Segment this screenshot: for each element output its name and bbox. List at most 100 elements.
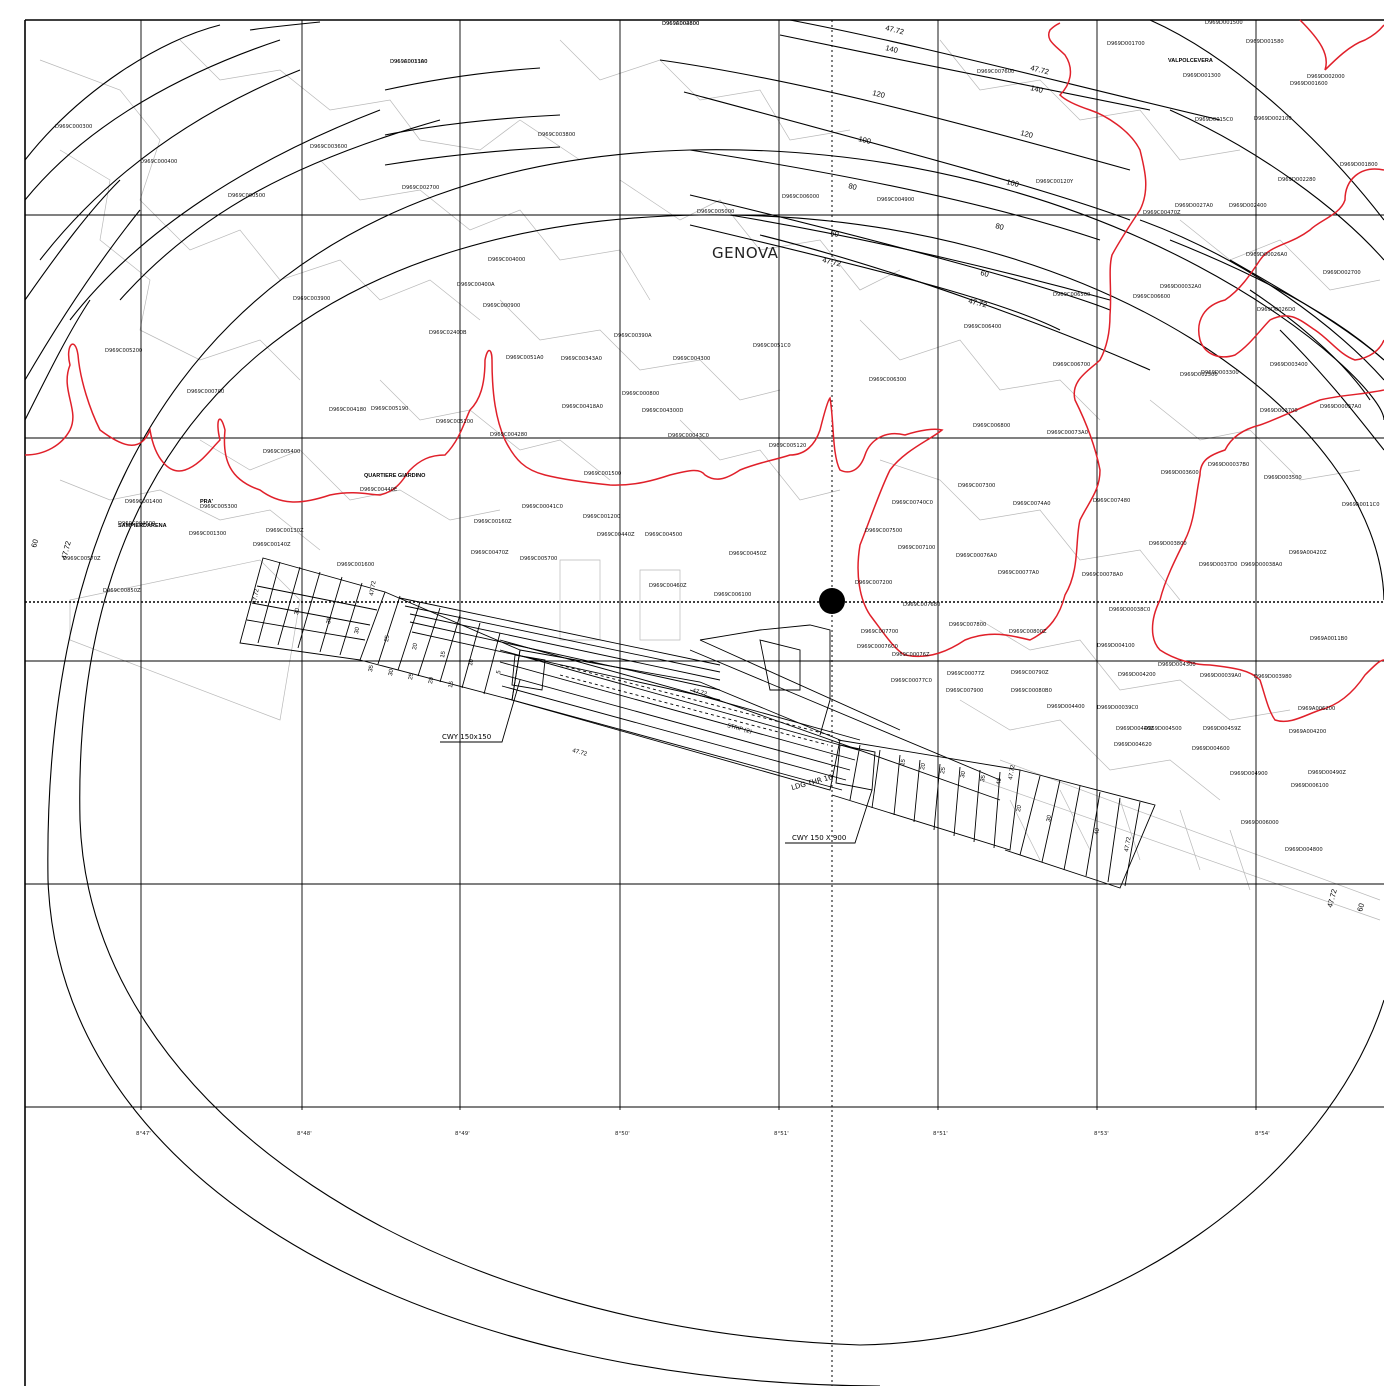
parcel-code-label: D969C007700 <box>861 629 898 635</box>
height-label: 35 <box>368 664 375 672</box>
clearway-callout-east: CWY 150 X 900 <box>792 834 846 842</box>
height-label: 15 <box>448 680 455 688</box>
height-label: 47.72 <box>369 580 378 596</box>
parcel-code-label: D969D004800 <box>1285 847 1323 853</box>
city-label: GENOVA <box>712 244 779 262</box>
parcel-code-label: D969D00026A0 <box>1246 252 1287 258</box>
parcel-code-label: D969D004400 <box>1047 704 1085 710</box>
parcel-code-label: D969C00418A0 <box>562 404 603 410</box>
height-label: 30 <box>294 607 301 615</box>
parcel-code-label: D969D003300 <box>1201 370 1239 376</box>
parcel-code-label: D969C006700 <box>1053 362 1090 368</box>
parcel-code-label: D969C00077C0 <box>891 678 932 684</box>
longitude-label: 8°48' <box>297 1131 312 1137</box>
height-label: 47.72 <box>822 255 842 268</box>
parcel-code-label: D969C00470Z <box>1143 210 1181 216</box>
parcel-code-label: D969C005400 <box>263 449 300 455</box>
height-label: 25 <box>384 634 391 642</box>
parcel-code-label: D969C007100 <box>898 545 935 551</box>
height-label: 47.72 <box>968 296 988 309</box>
parcel-code-label: D969C00850Z <box>103 588 141 594</box>
parcel-code-label: D969C00400A <box>457 282 495 288</box>
parcel-code-label: D969C00073A0 <box>1047 430 1088 436</box>
red-boundary-lines <box>24 19 1384 722</box>
district-label: SAMPIERDARENA <box>118 523 167 529</box>
parcel-code-label: D969C007200 <box>855 580 892 586</box>
parcel-code-label: D969C006300 <box>869 377 906 383</box>
parcel-code-label: D969D001700 <box>1107 41 1145 47</box>
parcel-code-label: D969C007900 <box>946 688 983 694</box>
parcel-code-label: D969C006600 <box>1133 294 1170 300</box>
conical-surface-arcs <box>24 21 1384 451</box>
height-label: 20 <box>1016 804 1023 812</box>
parcel-code-label: D969A00420Z <box>1289 550 1327 556</box>
parcel-code-label: D969A0011B0 <box>1310 636 1348 642</box>
horizontal-surface-circle <box>47 149 1384 1386</box>
longitude-label: 8°50' <box>615 1131 630 1137</box>
parcel-code-label: D969C003900 <box>293 296 330 302</box>
parcel-code-label: D969C00077A0 <box>998 570 1039 576</box>
longitude-label: 8°53' <box>1094 1131 1109 1137</box>
parcel-code-label: D969C0051C0 <box>753 343 791 349</box>
longitude-label: 8°47' <box>136 1131 151 1137</box>
parcel-code-label: D969C006000 <box>782 194 819 200</box>
parcel-code-label: D969C00130Z <box>266 528 304 534</box>
parcel-code-label: D969D00037B0 <box>1208 462 1249 468</box>
parcel-code-label: D969D006100 <box>1291 783 1329 789</box>
height-label: 15 <box>440 650 447 658</box>
parcel-code-label: D969D00038C0 <box>1109 607 1150 613</box>
parcel-code-label: D969C00043C0 <box>668 433 709 439</box>
height-label: 47.72 <box>1008 764 1017 780</box>
height-label: 60 <box>830 228 840 239</box>
parcel-code-label: D969D00032A0 <box>1160 284 1201 290</box>
cadastral-parcel-lines <box>39 39 1381 921</box>
parcel-code-label: D969C00076C0 <box>857 644 898 650</box>
height-label: 15 <box>900 758 907 766</box>
parcel-code-label: D969C004600 <box>118 521 155 527</box>
height-label: 80 <box>995 221 1005 232</box>
runway-surfaces <box>239 557 1156 889</box>
parcel-code-label: D969C007800 <box>949 622 986 628</box>
parcel-code-label: D969C00080B0 <box>1011 688 1052 694</box>
strip-label: STRIP (2) <box>726 723 752 735</box>
parcel-code-label: D969D004500 <box>1144 726 1182 732</box>
district-label: QUARTIERE GIARDINO <box>364 473 426 479</box>
parcel-code-label: D969C003600 <box>310 144 347 150</box>
parcel-code-label: D969C000400 <box>140 159 177 165</box>
parcel-code-label: D969C003800 <box>538 132 575 138</box>
parcel-code-label: D969D003800 <box>1149 541 1187 547</box>
longitude-label: 8°49' <box>455 1131 470 1137</box>
parcel-code-label: D969C004800 <box>662 21 699 27</box>
parcel-code-label: D969C00800Z <box>1009 629 1047 635</box>
parcel-code-label: D969D001800 <box>1340 162 1378 168</box>
parcel-code-label: D969D004600 <box>1192 746 1230 752</box>
height-label: 100 <box>858 134 872 146</box>
height-contours <box>659 19 1384 371</box>
parcel-code-label: D969D002100 <box>1254 116 1292 122</box>
height-label: 25 <box>940 766 947 774</box>
parcel-code-label: D969D001580 <box>1246 39 1284 45</box>
parcel-code-label: D969C001200 <box>583 514 620 520</box>
parcel-code-label: D969C000300 <box>55 124 92 130</box>
parcel-code-label: D969C004300 <box>673 356 710 362</box>
parcel-code-label: D969D004900 <box>1230 771 1268 777</box>
parcel-code-label: D969D001600 <box>1290 81 1328 87</box>
parcel-code-label: D969C006800 <box>973 423 1010 429</box>
height-label: 47.72 <box>571 748 588 758</box>
height-label: 20 <box>920 762 927 770</box>
parcel-code-label: D969D004200 <box>1118 672 1156 678</box>
parcel-code-label: D969C00041C0 <box>522 504 563 510</box>
parcel-code-label: D969A0011C0 <box>1342 502 1380 508</box>
parcel-code-label: D969D003700 <box>1260 408 1298 414</box>
height-label: 5 <box>496 669 503 674</box>
parcel-code-label: D969D001500 <box>1205 20 1243 26</box>
parcel-code-label: D969C005000 <box>697 209 734 215</box>
parcel-code-label: D969D0027A0 <box>1175 203 1213 209</box>
parcel-code-label: D969C007600 <box>977 69 1014 75</box>
parcel-code-label: D969D00038A0 <box>1241 562 1282 568</box>
parcel-code-label: D969C006500 <box>1053 292 1090 298</box>
parcel-code-label: D969C006100 <box>714 592 751 598</box>
height-label: 60 <box>29 538 40 548</box>
height-label: 30 <box>960 770 967 778</box>
